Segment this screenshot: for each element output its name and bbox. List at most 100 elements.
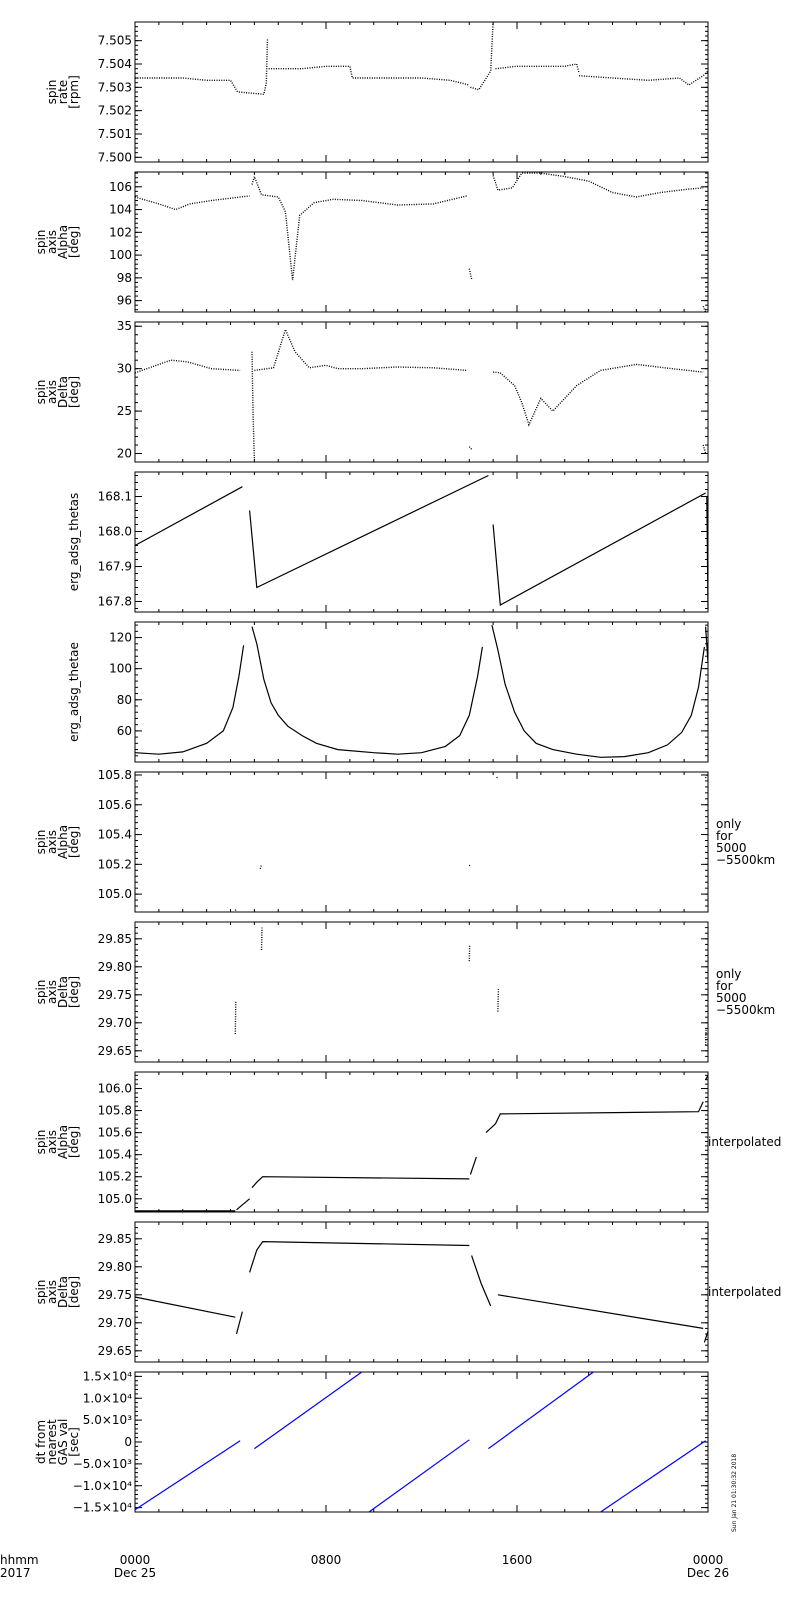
data-trace (703, 1331, 709, 1343)
data-trace (579, 70, 709, 86)
y-tick-label: 7.505 (98, 34, 132, 48)
side-note: for (716, 829, 733, 843)
y-axis-label: [sec] (67, 1427, 81, 1457)
plot-frame (134, 21, 709, 163)
data-trace (134, 645, 245, 755)
y-axis-label: spin (34, 380, 48, 405)
series-marks (134, 1371, 706, 1513)
series-marks (234, 927, 707, 1046)
y-axis-label: axis (45, 230, 59, 254)
y-axis-label: [deg] (67, 976, 81, 1008)
x-tick-label-date: Dec 26 (687, 1566, 729, 1580)
series-marks (134, 172, 707, 313)
y-tick-label: 29.70 (98, 1316, 132, 1330)
y-tick-label: 5.0×10³ (83, 1413, 132, 1427)
y-tick-label: 168.1 (98, 490, 132, 504)
y-tick-label: 105.4 (98, 1148, 132, 1162)
data-trace (706, 496, 709, 609)
y-tick-label: 60 (117, 724, 132, 738)
y-tick-label: 100 (109, 248, 132, 262)
side-note: only (716, 817, 741, 831)
y-tick-label: 167.8 (98, 595, 132, 609)
y-tick-label: 29.65 (98, 1044, 132, 1058)
data-trace (492, 492, 706, 606)
data-trace (268, 65, 470, 86)
data-trace (134, 486, 243, 547)
panel-4: 168.1 168.0 167.9 167.8 erg_adsg_thetas (67, 471, 709, 613)
side-note: 5000 (716, 991, 747, 1005)
y-tick-label: 29.75 (98, 1288, 132, 1302)
data-trace (235, 1311, 243, 1335)
y-tick-label: 7.502 (98, 104, 132, 118)
data-trace (485, 1101, 704, 1134)
plot-frame (134, 921, 709, 1063)
data-trace (497, 989, 500, 1012)
y-axis-label: axis (45, 830, 59, 854)
data-trace (368, 1439, 470, 1513)
side-note: interpolated (708, 1135, 781, 1149)
plot-frame (134, 1071, 709, 1213)
y-tick-label: 105.0 (98, 887, 132, 901)
y-axis-label: dt from (34, 1420, 48, 1464)
y-tick-label: 80 (117, 693, 132, 707)
side-note: interpolated (708, 1285, 781, 1299)
side-note: −5500km (716, 1003, 775, 1017)
y-tick-label: 7.500 (98, 150, 132, 164)
y-axis-label: Delta (56, 976, 70, 1008)
y-tick-label: 7.504 (98, 57, 132, 71)
panel-5: 120 100 80 60 erg_adsg_thetae (67, 621, 709, 763)
y-tick-label: 105.2 (98, 857, 132, 871)
x-tick-label-time: 0000 (120, 1553, 151, 1567)
x-axis-row-label-year: 2017 (0, 1566, 31, 1580)
data-trace (234, 908, 238, 911)
y-tick-label: 96 (117, 294, 132, 308)
y-axis-label: erg_adsg_thetas (67, 493, 81, 592)
data-trace (236, 1198, 250, 1211)
y-tick-label: 35 (117, 319, 132, 333)
y-axis-label: spin (34, 980, 48, 1005)
y-axis-label: Alpha (56, 825, 70, 859)
panel-10: 1.5×10⁴ 1.0×10⁴ 5.0×10³ 0 −5.0×10³ −1.0×10⁴ −1… (34, 1369, 709, 1515)
y-tick-label: 104 (109, 203, 132, 217)
y-axis-label: [rpm] (67, 75, 81, 109)
y-tick-label: 167.9 (98, 560, 132, 574)
y-axis-label: spin (34, 230, 48, 255)
series-marks (134, 1240, 709, 1343)
plot-frame (134, 1371, 709, 1513)
y-tick-label: 0 (124, 1435, 132, 1449)
data-trace (600, 1440, 706, 1513)
data-trace (134, 1440, 241, 1511)
x-tick-label-date: Dec 25 (114, 1566, 156, 1580)
y-tick-label: 98 (117, 271, 132, 285)
y-tick-label: 120 (109, 631, 132, 645)
y-axis-label: axis (45, 1130, 59, 1154)
y-axis-label: spin (34, 1130, 48, 1155)
y-tick-label: 105.6 (98, 798, 132, 812)
data-trace (704, 774, 708, 779)
y-axis-label: [deg] (67, 1276, 81, 1308)
y-axis-label: [deg] (67, 826, 81, 858)
x-tick-label-time: 1600 (502, 1553, 533, 1567)
y-tick-label: 29.80 (98, 1260, 132, 1274)
y-tick-label: −1.0×10⁴ (73, 1479, 132, 1493)
data-trace (492, 172, 704, 198)
data-trace (488, 1371, 594, 1450)
data-trace (254, 1371, 363, 1450)
side-note: for (716, 979, 733, 993)
y-tick-label: 29.85 (98, 932, 132, 946)
data-trace (134, 359, 241, 374)
print-timestamp: Sun Jan 21 01:30:32 2018 (731, 1454, 738, 1532)
y-axis-label: Delta (56, 376, 70, 408)
data-trace (702, 444, 707, 454)
data-trace (251, 626, 483, 755)
y-tick-label: 30 (117, 362, 132, 376)
data-trace (468, 863, 471, 867)
data-trace (234, 1000, 237, 1035)
y-tick-label: 105.8 (98, 1104, 132, 1118)
series-marks (134, 624, 709, 758)
plot-frame (134, 1221, 709, 1363)
x-tick-label-time: 0000 (693, 1553, 724, 1567)
